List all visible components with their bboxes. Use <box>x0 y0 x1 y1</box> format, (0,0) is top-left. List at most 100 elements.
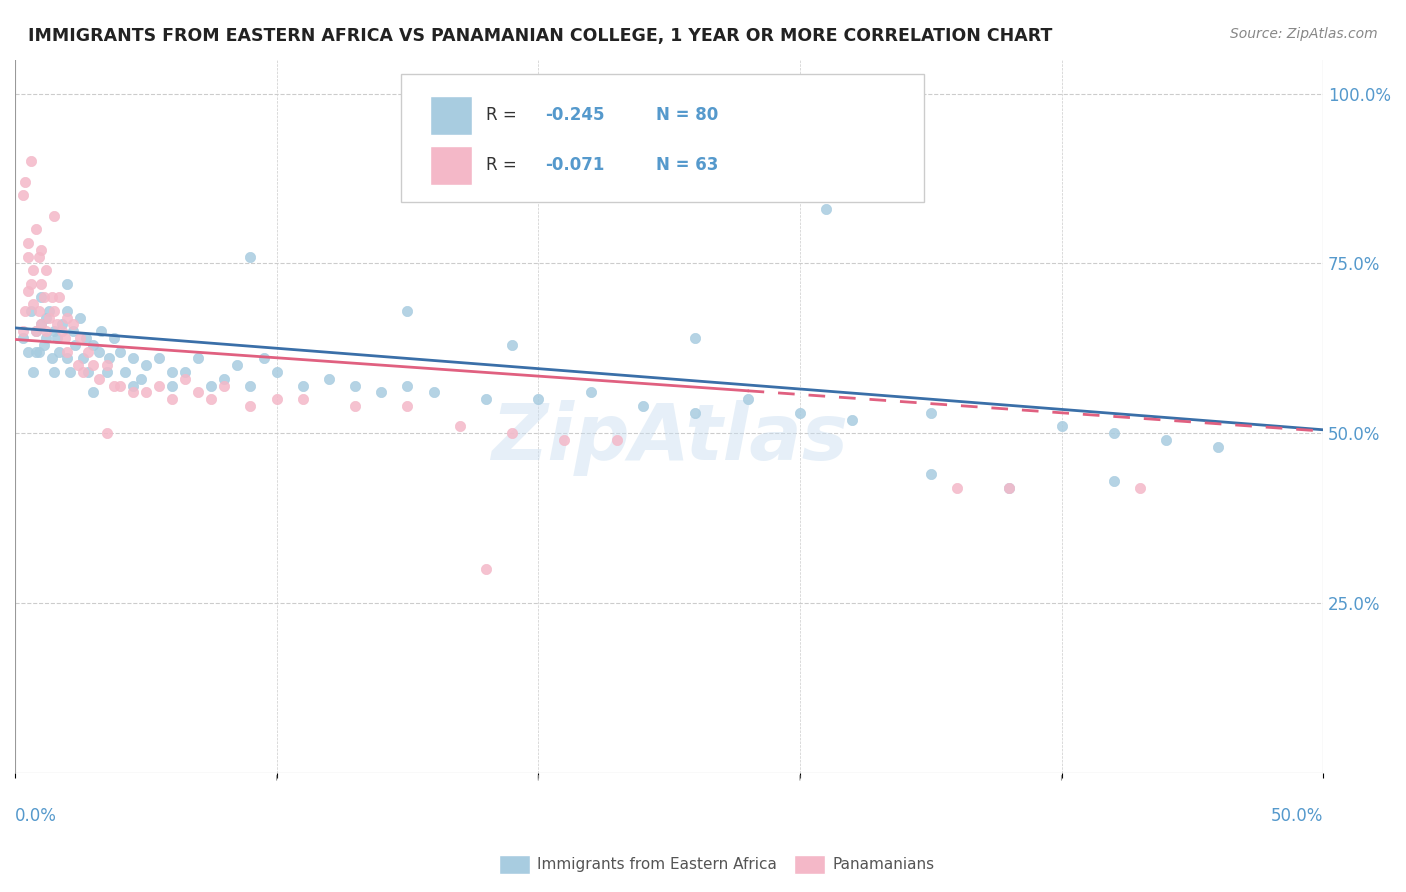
Point <box>103 378 125 392</box>
Point <box>56 351 79 366</box>
Point <box>11 188 34 202</box>
Text: Source: ZipAtlas.com: Source: ZipAtlas.com <box>1230 27 1378 41</box>
Point <box>121 385 143 400</box>
Point <box>56 310 79 325</box>
Point <box>82 358 104 372</box>
Bar <box>430 95 471 135</box>
Point <box>108 344 131 359</box>
Point <box>344 399 367 413</box>
Point <box>475 562 498 576</box>
Point <box>160 392 183 407</box>
Point <box>501 338 523 352</box>
Point <box>87 372 110 386</box>
Point <box>187 351 209 366</box>
Point <box>35 263 58 277</box>
Point <box>14 304 37 318</box>
Point <box>1102 474 1125 488</box>
Point <box>1050 419 1073 434</box>
Point <box>27 344 49 359</box>
Point <box>14 175 37 189</box>
Point <box>396 378 419 392</box>
Point <box>96 426 118 441</box>
Point <box>108 378 131 392</box>
Text: 50.0%: 50.0% <box>1271 806 1323 825</box>
Point <box>38 304 60 318</box>
Point <box>20 304 42 318</box>
Point <box>96 358 118 372</box>
Point <box>44 324 66 338</box>
Point <box>25 344 48 359</box>
Point <box>148 351 170 366</box>
Point <box>11 331 34 345</box>
Point <box>789 406 811 420</box>
Point <box>579 385 602 400</box>
Point <box>17 284 39 298</box>
Point <box>501 426 523 441</box>
Point <box>25 324 48 338</box>
Point <box>44 365 66 379</box>
Point <box>22 365 45 379</box>
Point <box>30 243 52 257</box>
Point <box>51 318 73 332</box>
Text: Immigrants from Eastern Africa: Immigrants from Eastern Africa <box>537 857 778 871</box>
Point <box>30 318 52 332</box>
Point <box>135 385 157 400</box>
Point <box>62 318 84 332</box>
Point <box>90 324 112 338</box>
Point <box>87 344 110 359</box>
Point <box>631 399 654 413</box>
Text: N = 63: N = 63 <box>657 156 718 174</box>
Point <box>200 378 222 392</box>
Point <box>35 331 58 345</box>
Point <box>62 324 84 338</box>
Point <box>66 358 89 372</box>
Point <box>11 324 34 338</box>
Point <box>318 372 340 386</box>
Point <box>45 318 67 332</box>
Point <box>266 365 288 379</box>
FancyBboxPatch shape <box>401 74 924 202</box>
Point <box>129 372 152 386</box>
Point <box>1102 426 1125 441</box>
Point <box>114 365 136 379</box>
Point <box>25 324 48 338</box>
Text: -0.071: -0.071 <box>544 156 605 174</box>
Point <box>48 344 70 359</box>
Point <box>121 378 143 392</box>
Point <box>56 304 79 318</box>
Point <box>82 338 104 352</box>
Point <box>22 263 45 277</box>
Point <box>30 318 52 332</box>
Point <box>51 324 73 338</box>
Point <box>72 365 94 379</box>
Point <box>475 392 498 407</box>
Point <box>291 378 314 392</box>
Point <box>53 331 76 345</box>
Point <box>214 372 236 386</box>
Point <box>527 392 550 407</box>
Point <box>200 392 222 407</box>
Point <box>920 406 942 420</box>
Point <box>396 304 419 318</box>
Point <box>998 481 1021 495</box>
Point <box>135 358 157 372</box>
Point <box>683 406 706 420</box>
Point <box>239 399 262 413</box>
Point <box>38 310 60 325</box>
Point <box>25 222 48 236</box>
Point <box>920 467 942 481</box>
Point <box>17 344 39 359</box>
Point <box>239 378 262 392</box>
Point <box>683 331 706 345</box>
Point <box>30 277 52 291</box>
Point <box>370 385 392 400</box>
Point <box>63 338 86 352</box>
Point <box>239 250 262 264</box>
Point <box>17 235 39 250</box>
Point <box>72 351 94 366</box>
Point <box>77 365 100 379</box>
Point <box>160 378 183 392</box>
Text: ZipAtlas: ZipAtlas <box>491 400 848 475</box>
Point <box>96 365 118 379</box>
Point <box>396 399 419 413</box>
